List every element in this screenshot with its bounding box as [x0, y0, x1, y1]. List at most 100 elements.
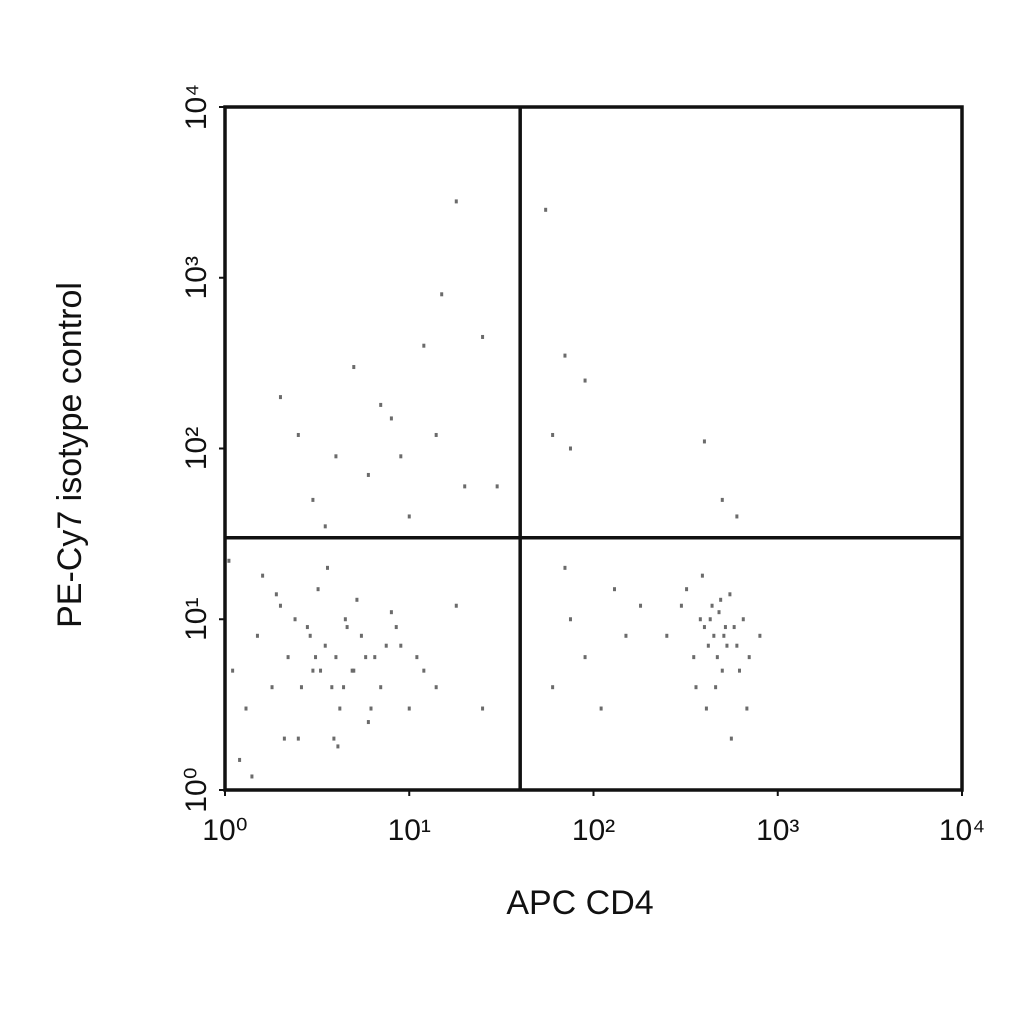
- point: [720, 497, 724, 502]
- point: [714, 685, 718, 690]
- y-tick-label: 10⁴: [180, 84, 213, 130]
- point: [270, 685, 274, 690]
- point: [599, 706, 603, 711]
- point: [345, 625, 349, 630]
- point: [434, 432, 438, 437]
- point: [568, 617, 572, 622]
- point: [665, 633, 669, 638]
- point: [407, 514, 411, 519]
- point: [319, 668, 323, 673]
- point: [350, 668, 354, 673]
- point: [723, 625, 727, 630]
- point: [583, 378, 587, 383]
- point: [227, 558, 231, 563]
- point: [389, 610, 393, 615]
- point: [325, 565, 329, 570]
- point: [741, 617, 745, 622]
- point: [568, 446, 572, 451]
- y-tick-label: 10²: [180, 427, 213, 470]
- point: [379, 402, 383, 407]
- point: [394, 625, 398, 630]
- y-tick-label: 10¹: [180, 598, 213, 641]
- point: [255, 633, 259, 638]
- point: [440, 292, 444, 297]
- point: [231, 668, 235, 673]
- point: [722, 633, 726, 638]
- point: [732, 625, 736, 630]
- point: [323, 643, 327, 648]
- point: [311, 497, 315, 502]
- point: [407, 706, 411, 711]
- point: [704, 706, 708, 711]
- point: [720, 668, 724, 673]
- point: [334, 454, 338, 459]
- point: [715, 655, 719, 660]
- point: [728, 592, 732, 597]
- point: [293, 617, 297, 622]
- point: [336, 744, 340, 749]
- point: [334, 655, 338, 660]
- point: [624, 633, 628, 638]
- point: [481, 706, 485, 711]
- point: [274, 592, 278, 597]
- point: [702, 439, 706, 444]
- point: [735, 514, 739, 519]
- point: [758, 633, 762, 638]
- point: [702, 625, 706, 630]
- point: [296, 736, 300, 741]
- point: [708, 617, 712, 622]
- point: [238, 757, 242, 762]
- point: [338, 706, 342, 711]
- point: [463, 484, 467, 489]
- point: [544, 207, 548, 212]
- point: [373, 655, 377, 660]
- point: [323, 524, 327, 529]
- point: [308, 633, 312, 638]
- point: [389, 416, 393, 421]
- point: [244, 706, 248, 711]
- point: [311, 668, 315, 673]
- point: [495, 484, 499, 489]
- point: [384, 643, 388, 648]
- point: [299, 685, 303, 690]
- point: [343, 617, 347, 622]
- point: [359, 633, 363, 638]
- point: [551, 432, 555, 437]
- point: [710, 603, 714, 608]
- point: [316, 587, 320, 592]
- point: [639, 603, 643, 608]
- point: [551, 685, 555, 690]
- point: [735, 643, 739, 648]
- point: [706, 643, 710, 648]
- point: [369, 706, 373, 711]
- point: [422, 668, 426, 673]
- point: [563, 565, 567, 570]
- point: [286, 655, 290, 660]
- point: [415, 655, 419, 660]
- point: [698, 617, 702, 622]
- point: [583, 655, 587, 660]
- point: [366, 720, 370, 725]
- point: [364, 655, 368, 660]
- x-tick-label: 10³: [756, 814, 799, 847]
- point: [296, 432, 300, 437]
- y-tick-label: 10⁰: [180, 767, 213, 812]
- point: [747, 655, 751, 660]
- point: [278, 603, 282, 608]
- point: [694, 685, 698, 690]
- point: [379, 685, 383, 690]
- point: [305, 625, 309, 630]
- y-tick-label: 10³: [180, 256, 213, 299]
- point: [250, 774, 254, 779]
- point: [352, 668, 356, 673]
- point: [342, 685, 346, 690]
- point: [454, 199, 458, 204]
- point: [612, 587, 616, 592]
- point: [563, 353, 567, 358]
- point: [434, 685, 438, 690]
- plot-frame: [223, 105, 964, 792]
- x-tick-label: 10⁰: [202, 814, 247, 847]
- point: [278, 395, 282, 400]
